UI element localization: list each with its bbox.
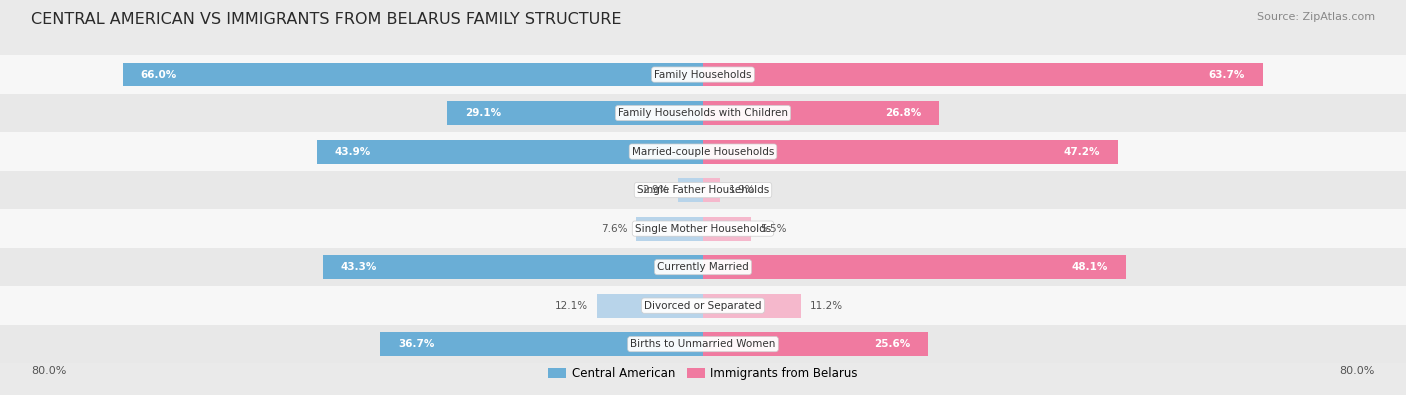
- Text: 43.3%: 43.3%: [340, 262, 377, 272]
- Bar: [0, 209, 1406, 248]
- Bar: [0, 94, 1406, 132]
- Text: 80.0%: 80.0%: [31, 366, 66, 376]
- Bar: [703, 332, 928, 356]
- Bar: [0, 55, 1406, 94]
- Text: Births to Unmarried Women: Births to Unmarried Women: [630, 339, 776, 349]
- Text: CENTRAL AMERICAN VS IMMIGRANTS FROM BELARUS FAMILY STRUCTURE: CENTRAL AMERICAN VS IMMIGRANTS FROM BELA…: [31, 12, 621, 27]
- Bar: [703, 101, 939, 125]
- Bar: [703, 255, 1126, 279]
- Text: 43.9%: 43.9%: [335, 147, 371, 156]
- Bar: [596, 294, 703, 318]
- Bar: [381, 332, 703, 356]
- Text: Single Father Households: Single Father Households: [637, 185, 769, 195]
- Text: Single Mother Households: Single Mother Households: [636, 224, 770, 233]
- Text: 7.6%: 7.6%: [600, 224, 627, 233]
- Text: 26.8%: 26.8%: [884, 108, 921, 118]
- Bar: [637, 217, 703, 241]
- Bar: [678, 178, 703, 202]
- Text: 66.0%: 66.0%: [141, 70, 177, 79]
- Text: 25.6%: 25.6%: [875, 339, 911, 349]
- Text: 29.1%: 29.1%: [465, 108, 501, 118]
- Text: Family Households with Children: Family Households with Children: [619, 108, 787, 118]
- Text: Currently Married: Currently Married: [657, 262, 749, 272]
- Bar: [0, 325, 1406, 363]
- Bar: [0, 248, 1406, 286]
- Legend: Central American, Immigrants from Belarus: Central American, Immigrants from Belaru…: [543, 363, 863, 385]
- Text: 63.7%: 63.7%: [1209, 70, 1246, 79]
- Bar: [318, 140, 703, 164]
- Text: 36.7%: 36.7%: [398, 339, 434, 349]
- Text: Divorced or Separated: Divorced or Separated: [644, 301, 762, 310]
- Bar: [0, 171, 1406, 209]
- Bar: [703, 217, 751, 241]
- Text: 5.5%: 5.5%: [761, 224, 786, 233]
- Text: 80.0%: 80.0%: [1340, 366, 1375, 376]
- Bar: [703, 294, 801, 318]
- Bar: [703, 140, 1118, 164]
- Bar: [0, 286, 1406, 325]
- Text: Family Households: Family Households: [654, 70, 752, 79]
- Bar: [447, 101, 703, 125]
- Text: 11.2%: 11.2%: [810, 301, 844, 310]
- Text: 48.1%: 48.1%: [1071, 262, 1108, 272]
- Text: 12.1%: 12.1%: [555, 301, 588, 310]
- Text: Married-couple Households: Married-couple Households: [631, 147, 775, 156]
- Bar: [0, 132, 1406, 171]
- Bar: [703, 63, 1263, 87]
- Bar: [703, 178, 720, 202]
- Text: 47.2%: 47.2%: [1064, 147, 1099, 156]
- Text: 2.9%: 2.9%: [643, 185, 669, 195]
- Text: 1.9%: 1.9%: [728, 185, 755, 195]
- Bar: [124, 63, 703, 87]
- Bar: [322, 255, 703, 279]
- Text: Source: ZipAtlas.com: Source: ZipAtlas.com: [1257, 12, 1375, 22]
